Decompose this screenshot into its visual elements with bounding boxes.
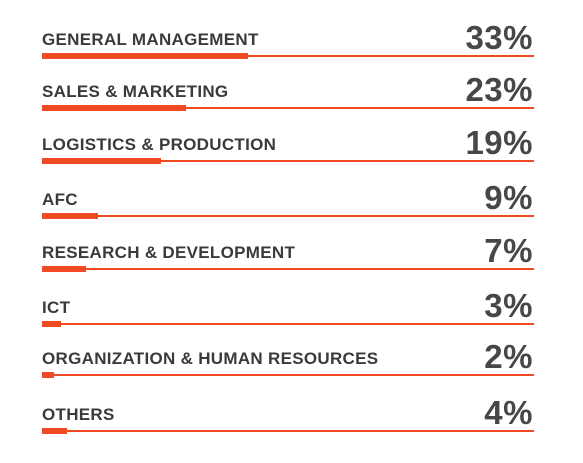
axis-line xyxy=(42,430,534,432)
axis-line xyxy=(42,107,534,109)
chart-row: ORGANIZATION & HUMAN RESOURCES 2% xyxy=(42,332,534,378)
chart-row: LOGISTICS & PRODUCTION 19% xyxy=(42,118,534,164)
chart-row: ICT 3% xyxy=(42,281,534,327)
category-label: ICT xyxy=(42,298,71,317)
chart-row: RESEARCH & DEVELOPMENT 7% xyxy=(42,226,534,272)
axis-line xyxy=(42,268,534,270)
chart-row: OTHERS 4% xyxy=(42,388,534,434)
chart-row: GENERAL MANAGEMENT 33% xyxy=(42,13,534,59)
axis-line xyxy=(42,215,534,217)
axis-line xyxy=(42,55,534,57)
bar-6 xyxy=(42,372,55,378)
bar-7 xyxy=(42,428,67,434)
bar-1 xyxy=(42,105,186,111)
axis-line xyxy=(42,374,534,376)
axis-line xyxy=(42,323,534,325)
value-label: 9% xyxy=(484,179,533,216)
axis-line xyxy=(42,160,534,162)
value-label: 2% xyxy=(484,338,533,375)
value-label: 4% xyxy=(484,394,533,431)
category-label: AFC xyxy=(42,190,78,209)
bar-5 xyxy=(42,321,61,327)
category-label: OTHERS xyxy=(42,405,115,424)
value-label: 3% xyxy=(484,287,533,324)
chart-row: SALES & MARKETING 23% xyxy=(42,65,534,111)
bar-3 xyxy=(42,213,99,219)
value-label: 33% xyxy=(465,19,533,56)
category-label: RESEARCH & DEVELOPMENT xyxy=(42,243,296,262)
category-label: SALES & MARKETING xyxy=(42,82,229,101)
bar-2 xyxy=(42,158,161,164)
chart-row: AFC 9% xyxy=(42,173,534,219)
category-label: GENERAL MANAGEMENT xyxy=(42,30,259,49)
value-label: 23% xyxy=(465,71,533,108)
category-label: ORGANIZATION & HUMAN RESOURCES xyxy=(42,349,379,368)
value-label: 7% xyxy=(484,232,533,269)
bar-4 xyxy=(42,266,86,272)
category-label: LOGISTICS & PRODUCTION xyxy=(42,135,277,154)
value-label: 19% xyxy=(465,124,533,161)
bar-0 xyxy=(42,53,249,59)
